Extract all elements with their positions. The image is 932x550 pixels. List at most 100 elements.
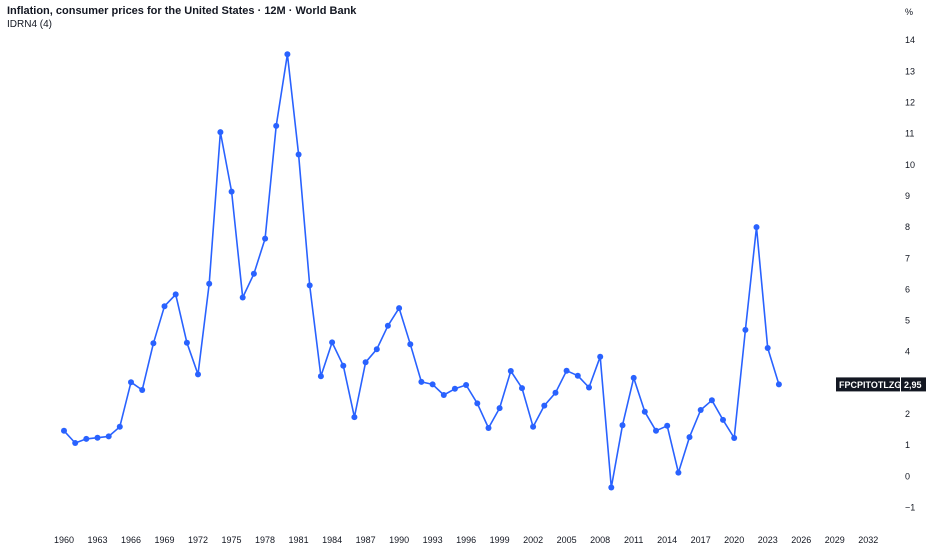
data-point xyxy=(128,379,134,386)
x-tick-label: 1981 xyxy=(289,535,309,545)
data-point xyxy=(653,427,659,434)
data-point xyxy=(507,368,514,374)
data-point xyxy=(485,425,492,431)
data-point xyxy=(753,224,760,231)
y-tick-label: 1 xyxy=(905,440,910,450)
data-point xyxy=(608,484,615,491)
y-tick-label: 14 xyxy=(905,35,915,45)
x-tick-label: 2011 xyxy=(624,535,643,545)
data-point xyxy=(83,435,90,442)
y-tick-label: 0 xyxy=(905,471,910,481)
last-value-badge: FPCPITOTLZGUSA 2,95 xyxy=(836,377,926,392)
badge-value-bg xyxy=(901,377,926,392)
data-point xyxy=(574,372,581,379)
y-tick-label: 12 xyxy=(905,98,915,108)
data-point xyxy=(451,385,458,392)
data-point xyxy=(552,389,559,396)
data-point xyxy=(407,341,414,348)
data-point xyxy=(429,381,436,388)
data-point xyxy=(329,339,336,346)
x-tick-label: 1966 xyxy=(121,535,141,545)
data-point xyxy=(519,385,525,392)
indicator-label[interactable]: IDRN4 (4) xyxy=(7,19,53,30)
x-tick-label: 2014 xyxy=(657,535,677,545)
chart-title: Inflation, consumer prices for the Unite… xyxy=(7,5,357,17)
data-point xyxy=(217,129,224,136)
data-point xyxy=(172,291,179,298)
y-tick-label: 6 xyxy=(905,284,910,294)
badge-symbol: FPCPITOTLZGUSA xyxy=(839,380,921,390)
data-point xyxy=(641,408,648,415)
data-point xyxy=(195,371,201,378)
data-point xyxy=(250,270,257,277)
data-point xyxy=(273,122,280,129)
data-point xyxy=(619,422,626,429)
y-tick-label: 5 xyxy=(905,316,910,326)
y-tick-label: 10 xyxy=(905,160,915,170)
data-point xyxy=(105,433,112,440)
y-tick-label: 2 xyxy=(905,409,910,419)
data-point xyxy=(720,416,726,423)
y-tick-label: −1 xyxy=(905,502,915,512)
data-point xyxy=(686,434,693,441)
x-tick-label: 1990 xyxy=(389,535,409,545)
data-point xyxy=(116,423,123,430)
data-point xyxy=(317,373,324,380)
data-point xyxy=(373,346,380,353)
data-point xyxy=(206,280,213,287)
data-point xyxy=(183,339,190,346)
data-point xyxy=(664,422,671,429)
x-tick-label: 1984 xyxy=(322,535,342,545)
data-point xyxy=(775,381,782,388)
data-point xyxy=(563,367,570,374)
data-point xyxy=(306,282,313,289)
x-tick-label: 1975 xyxy=(222,535,242,545)
data-point xyxy=(262,235,269,242)
x-tick-label: 1972 xyxy=(188,535,208,545)
data-point xyxy=(541,402,548,409)
data-point xyxy=(630,374,637,381)
data-point xyxy=(228,188,235,195)
series-points xyxy=(61,51,782,491)
data-point xyxy=(586,384,592,391)
x-tick-label: 2002 xyxy=(523,535,543,545)
badge-value: 2,95 xyxy=(904,380,922,390)
data-point xyxy=(161,303,168,310)
y-tick-label: 11 xyxy=(905,129,914,139)
y-tick-label: 8 xyxy=(905,222,910,232)
data-point xyxy=(418,378,425,385)
data-point xyxy=(362,359,369,366)
data-point xyxy=(731,435,738,441)
data-point xyxy=(94,434,101,441)
data-point xyxy=(340,362,347,369)
data-point xyxy=(697,407,704,413)
x-tick-label: 1999 xyxy=(490,535,510,545)
unit-label: % xyxy=(905,7,914,17)
data-point xyxy=(284,51,291,58)
y-tick-label: 7 xyxy=(905,253,910,263)
data-point xyxy=(295,151,302,158)
x-tick-label: 2026 xyxy=(791,535,811,545)
x-tick-label: 1987 xyxy=(356,535,376,545)
badge-symbol-bg xyxy=(836,377,900,392)
data-point xyxy=(351,414,358,421)
x-tick-label: 1969 xyxy=(155,535,175,545)
x-tick-label: 1978 xyxy=(255,535,275,545)
x-tick-label: 2017 xyxy=(691,535,711,545)
y-tick-label: 9 xyxy=(905,191,910,201)
data-point xyxy=(61,427,67,434)
data-point xyxy=(384,322,391,329)
x-tick-label: 1963 xyxy=(87,535,107,545)
data-point xyxy=(742,326,749,333)
data-point xyxy=(440,392,447,398)
x-axis: 1960 1963 1966 1969 1972 1975 1978 1981 1984 1987… xyxy=(54,535,878,545)
y-tick-label: 13 xyxy=(905,66,915,76)
y-tick-label: 4 xyxy=(905,347,910,357)
data-point xyxy=(764,345,771,351)
x-tick-label: 1960 xyxy=(54,535,74,545)
data-point xyxy=(474,400,481,407)
x-tick-label: 2023 xyxy=(758,535,778,545)
x-tick-label: 1993 xyxy=(423,535,443,545)
data-point xyxy=(239,294,246,301)
